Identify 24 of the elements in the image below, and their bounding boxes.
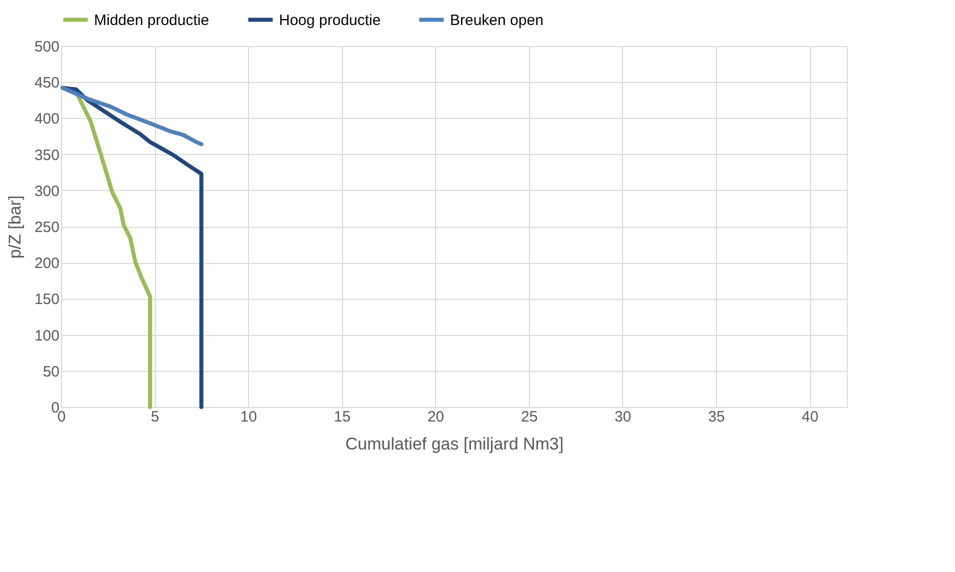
legend-label: Midden productie — [94, 12, 210, 29]
y-tick-label: 50 — [42, 363, 60, 380]
x-tick-label: 30 — [614, 408, 632, 426]
line-series — [60, 86, 204, 146]
y-tick-label: 300 — [34, 182, 60, 200]
y-tick-label: 100 — [34, 327, 60, 344]
legend-label: Breuken open — [450, 12, 544, 29]
x-tick-label: 15 — [334, 408, 351, 426]
y-tick-label: 150 — [34, 291, 60, 308]
x-tick-label: 40 — [802, 408, 818, 426]
x-tick-label: 5 — [150, 408, 160, 426]
y-tick-label: 450 — [34, 74, 60, 92]
x-tick-label: 10 — [240, 408, 257, 426]
x-tick-label: 20 — [427, 408, 444, 426]
x-axis-title: Cumulatief gas [miljard Nm3] — [345, 434, 564, 454]
y-axis-title: p/Z [bar] — [5, 195, 24, 259]
y-tick-label: 500 — [34, 38, 60, 56]
y-tick-label: 250 — [34, 219, 60, 236]
y-tick-label: 400 — [34, 110, 60, 128]
legend-label: Hoog productie — [279, 12, 381, 29]
x-tick-label: 25 — [521, 408, 538, 426]
y-tick-label: 350 — [34, 146, 60, 164]
y-tick-label: 200 — [34, 255, 60, 272]
x-tick-label: 35 — [708, 408, 725, 426]
